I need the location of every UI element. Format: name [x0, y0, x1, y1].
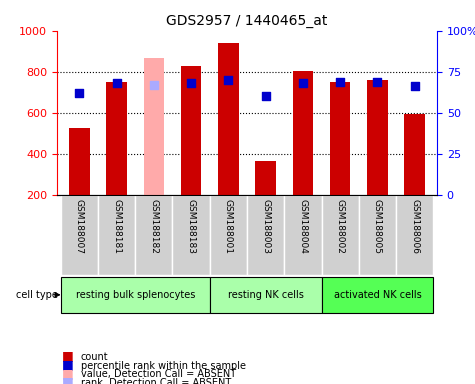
- Bar: [284, 195, 322, 275]
- Text: GSM188007: GSM188007: [75, 199, 84, 254]
- Text: GSM188002: GSM188002: [336, 199, 345, 253]
- Bar: [247, 195, 284, 275]
- Bar: [143, 58, 164, 195]
- Bar: [322, 195, 359, 275]
- Bar: [106, 82, 127, 195]
- Text: resting bulk splenocytes: resting bulk splenocytes: [76, 290, 195, 300]
- Bar: [367, 80, 388, 195]
- Text: GSM188003: GSM188003: [261, 199, 270, 254]
- Text: GSM188182: GSM188182: [149, 199, 158, 253]
- Bar: [293, 71, 313, 195]
- Point: [76, 90, 83, 96]
- Point: [411, 83, 418, 89]
- Point: [374, 78, 381, 84]
- Bar: [135, 195, 172, 275]
- Text: value, Detection Call = ABSENT: value, Detection Call = ABSENT: [81, 369, 236, 379]
- Bar: [210, 277, 322, 313]
- Point: [225, 77, 232, 83]
- Text: GSM188004: GSM188004: [298, 199, 307, 253]
- Text: GSM188006: GSM188006: [410, 199, 419, 254]
- Bar: [256, 161, 276, 195]
- Text: cell type: cell type: [16, 290, 58, 300]
- Bar: [181, 66, 201, 195]
- Bar: [172, 195, 210, 275]
- Text: ■: ■: [62, 376, 74, 384]
- Title: GDS2957 / 1440465_at: GDS2957 / 1440465_at: [166, 14, 328, 28]
- Bar: [396, 195, 433, 275]
- Point: [299, 80, 307, 86]
- Bar: [330, 82, 351, 195]
- Text: ■: ■: [62, 358, 74, 371]
- Bar: [61, 277, 210, 313]
- Text: ■: ■: [62, 367, 74, 380]
- Point: [336, 78, 344, 84]
- Text: percentile rank within the sample: percentile rank within the sample: [81, 361, 246, 371]
- Point: [150, 82, 158, 88]
- Text: resting NK cells: resting NK cells: [228, 290, 304, 300]
- Bar: [218, 43, 238, 195]
- Point: [187, 80, 195, 86]
- Text: GSM188181: GSM188181: [112, 199, 121, 254]
- Text: rank, Detection Call = ABSENT: rank, Detection Call = ABSENT: [81, 378, 231, 384]
- Bar: [61, 195, 98, 275]
- Text: GSM188005: GSM188005: [373, 199, 382, 254]
- Bar: [69, 128, 90, 195]
- Bar: [359, 195, 396, 275]
- Bar: [210, 195, 247, 275]
- Bar: [322, 277, 433, 313]
- Text: GSM188183: GSM188183: [187, 199, 196, 254]
- Text: count: count: [81, 352, 108, 362]
- Text: activated NK cells: activated NK cells: [333, 290, 421, 300]
- Bar: [404, 114, 425, 195]
- Point: [113, 80, 120, 86]
- Text: GSM188001: GSM188001: [224, 199, 233, 254]
- Point: [262, 93, 269, 99]
- Text: ■: ■: [62, 349, 74, 362]
- Bar: [98, 195, 135, 275]
